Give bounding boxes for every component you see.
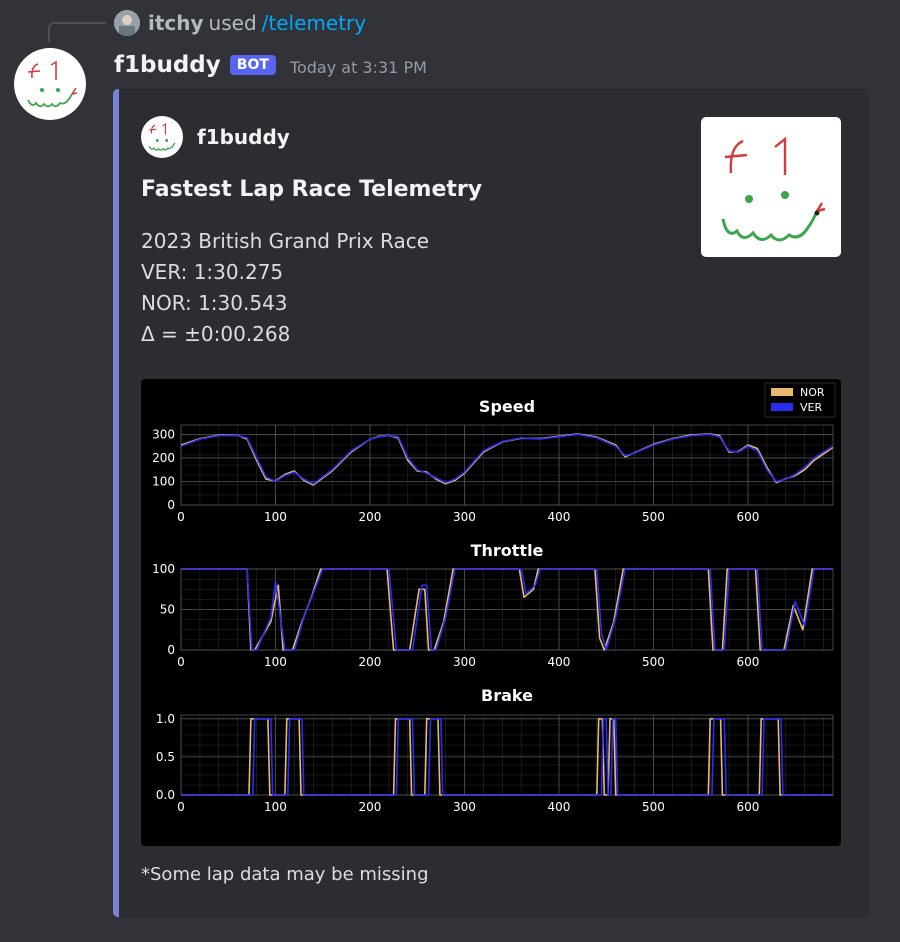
embed-thumbnail[interactable]	[701, 117, 841, 257]
legend-swatch-ver	[771, 403, 793, 411]
y-tick-label: 0.5	[156, 750, 175, 764]
x-tick-label: 100	[264, 800, 287, 814]
y-tick-label: 0.0	[156, 788, 175, 802]
x-tick-label: 300	[453, 655, 476, 669]
x-tick-label: 0	[177, 800, 185, 814]
embed-description: 2023 British Grand Prix Race VER: 1:30.2…	[141, 226, 429, 350]
series-line-nor-brake	[181, 718, 833, 796]
y-tick-label: 100	[152, 474, 175, 488]
telemetry-embed: f1buddy Fastest Lap Race Telemetry 2023 …	[113, 89, 869, 917]
x-tick-label: 300	[453, 510, 476, 524]
author-icon	[141, 116, 183, 158]
legend-swatch-nor	[771, 388, 793, 396]
x-tick-label: 200	[359, 800, 382, 814]
reply-used-text: used	[208, 11, 257, 35]
x-tick-label: 100	[264, 510, 287, 524]
y-tick-label: 0	[167, 643, 175, 657]
chart-title-brake: Brake	[481, 686, 533, 705]
telemetry-chart: 0 100 200 300 400 500 6000100200300SpeedNORVER…	[152, 382, 836, 814]
x-tick-label: 100	[264, 655, 287, 669]
x-tick-label: 0	[177, 510, 185, 524]
embed-author-name: f1buddy	[197, 125, 290, 149]
bot-badge: BOT	[229, 55, 276, 75]
x-tick-label: 400	[548, 510, 571, 524]
series-line-ver-throttle	[181, 568, 833, 651]
message-timestamp[interactable]: Today at 3:31 PM	[289, 57, 427, 77]
x-tick-label: 400	[548, 800, 571, 814]
y-tick-label: 200	[152, 451, 175, 465]
legend-label-ver: VER	[800, 401, 822, 414]
x-tick-label: 0	[177, 655, 185, 669]
embed-footer: *Some lap data may be missing	[141, 864, 429, 885]
x-tick-label: 500	[642, 510, 665, 524]
chart-title-throttle: Throttle	[471, 541, 544, 560]
series-line-nor-speed	[180, 433, 834, 486]
series-line-ver-brake	[181, 718, 833, 796]
y-tick-label: 50	[160, 603, 175, 617]
lap-delta: Δ = ±0:00.268	[141, 322, 291, 346]
x-tick-label: 500	[642, 655, 665, 669]
x-tick-label: 600	[737, 655, 760, 669]
y-tick-label: 0	[167, 498, 175, 512]
y-tick-label: 100	[152, 562, 175, 576]
y-tick-label: 300	[152, 427, 175, 441]
x-tick-label: 600	[737, 510, 760, 524]
telemetry-chart-image[interactable]: 0 100 200 300 400 500 600 0 100 200 300 Speed NOR VER…	[141, 379, 841, 846]
x-tick-label: 500	[642, 800, 665, 814]
y-tick-label: 1.0	[156, 712, 175, 726]
embed-title: Fastest Lap Race Telemetry	[141, 177, 483, 202]
reply-reference[interactable]: itchy used /telemetry	[114, 10, 366, 36]
ver-lap-time: VER: 1:30.275	[141, 260, 284, 284]
legend-label-nor: NOR	[800, 386, 825, 399]
slash-command-link[interactable]: /telemetry	[261, 11, 367, 35]
x-tick-label: 400	[548, 655, 571, 669]
reply-connector	[48, 22, 106, 42]
replied-user-avatar[interactable]	[114, 10, 140, 36]
embed-author: f1buddy	[141, 116, 290, 158]
x-tick-label: 600	[737, 800, 760, 814]
x-tick-label: 200	[359, 510, 382, 524]
race-name: 2023 British Grand Prix Race	[141, 229, 430, 253]
nor-lap-time: NOR: 1:30.543	[141, 291, 288, 315]
chart-title-speed: Speed	[479, 397, 535, 416]
message-header: f1buddy BOT Today at 3:31 PM	[114, 52, 427, 78]
bot-avatar[interactable]	[14, 48, 86, 120]
bot-username[interactable]: f1buddy	[114, 52, 221, 78]
series-line-ver-speed	[180, 433, 834, 485]
x-tick-label: 300	[453, 800, 476, 814]
x-tick-label: 200	[359, 655, 382, 669]
replied-username[interactable]: itchy	[148, 11, 204, 35]
